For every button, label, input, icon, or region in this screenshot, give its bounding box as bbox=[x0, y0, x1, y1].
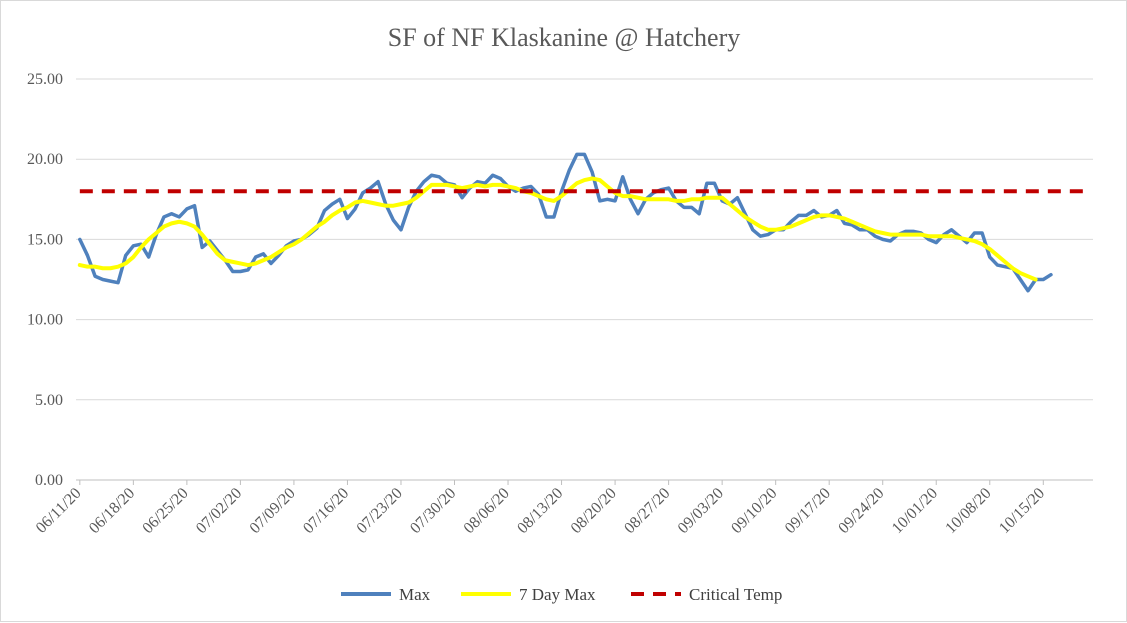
legend-label: 7 Day Max bbox=[519, 585, 596, 604]
x-tick-label: 06/11/20 bbox=[33, 485, 85, 537]
x-tick-label: 09/24/20 bbox=[835, 485, 887, 537]
x-tick-label: 07/30/20 bbox=[407, 485, 459, 537]
x-tick-label: 07/09/20 bbox=[247, 485, 299, 537]
series-line-7-day-max bbox=[77, 176, 1038, 282]
y-axis-tick-labels: 0.00 5.00 10.00 15.00 20.00 25.00 bbox=[27, 71, 63, 489]
y-tick-label: 20.00 bbox=[27, 151, 63, 168]
series-layer bbox=[77, 152, 1090, 293]
series-max bbox=[78, 152, 1053, 293]
x-tick-label: 08/27/20 bbox=[621, 485, 673, 537]
x-tick-label: 07/16/20 bbox=[300, 485, 352, 537]
legend: Max 7 Day Max Critical Temp bbox=[341, 585, 782, 604]
y-tick-label: 10.00 bbox=[27, 312, 63, 329]
x-tick-label: 10/01/20 bbox=[889, 485, 941, 537]
x-tick-label: 08/06/20 bbox=[461, 485, 513, 537]
legend-label: Critical Temp bbox=[689, 585, 782, 604]
legend-item-7-day-max: 7 Day Max bbox=[461, 585, 596, 604]
chart-title: SF of NF Klaskanine @ Hatchery bbox=[388, 23, 741, 52]
x-tick-label: 10/15/20 bbox=[996, 485, 1048, 537]
x-tick-label: 07/23/20 bbox=[354, 485, 406, 537]
y-tick-label: 25.00 bbox=[27, 71, 63, 88]
legend-item-max: Max bbox=[341, 585, 431, 604]
gridlines bbox=[76, 78, 1093, 401]
x-tick-label: 10/08/20 bbox=[942, 485, 994, 537]
x-tick-label: 09/17/20 bbox=[782, 485, 834, 537]
x-tick-label: 09/03/20 bbox=[675, 485, 727, 537]
x-tick-label: 08/20/20 bbox=[568, 485, 620, 537]
series-line-max bbox=[78, 152, 1053, 293]
x-tick-label: 09/10/20 bbox=[728, 485, 780, 537]
x-axis-tick-labels: 06/11/20 06/18/20 06/25/20 07/02/20 07/09/20… bbox=[33, 480, 1048, 537]
x-tick-label: 07/02/20 bbox=[193, 485, 245, 537]
y-tick-label: 5.00 bbox=[35, 392, 63, 409]
legend-item-critical-temp: Critical Temp bbox=[631, 585, 782, 604]
y-tick-label: 0.00 bbox=[35, 472, 63, 489]
x-tick-label: 06/18/20 bbox=[86, 485, 138, 537]
x-tick-label: 06/25/20 bbox=[139, 485, 191, 537]
y-tick-label: 15.00 bbox=[27, 231, 63, 248]
x-tick-label: 08/13/20 bbox=[514, 485, 566, 537]
series-7-day-max bbox=[77, 176, 1038, 282]
legend-label: Max bbox=[399, 585, 431, 604]
